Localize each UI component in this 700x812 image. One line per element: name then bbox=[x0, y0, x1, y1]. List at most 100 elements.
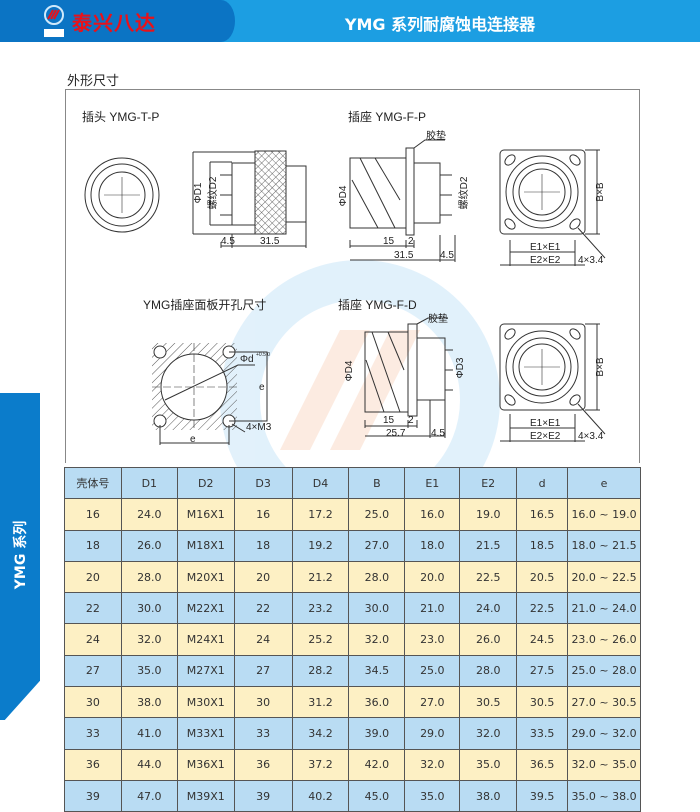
socket-fd-bxb: B×B bbox=[595, 357, 606, 377]
table-cell: 38.0 bbox=[459, 779, 518, 812]
table-cell: 27 bbox=[233, 654, 293, 688]
socket-fd-d3: ΦD3 bbox=[455, 357, 466, 378]
table-cell: 20 bbox=[233, 560, 293, 594]
table-cell: 41.0 bbox=[120, 717, 178, 750]
table-cell: 29.0 ~ 32.0 bbox=[567, 717, 641, 750]
table-cell: 33 bbox=[64, 717, 122, 750]
table-cell: 38.0 bbox=[120, 686, 178, 719]
socket-fp-bxb: B×B bbox=[595, 182, 606, 202]
panel-phi-d: Φd bbox=[240, 354, 254, 365]
table-cell: 23.2 bbox=[291, 592, 350, 625]
table-cell: 40.2 bbox=[291, 779, 350, 812]
plug-dim-a: 4.5 bbox=[221, 236, 235, 247]
table-cell: M39X1 bbox=[176, 779, 235, 812]
dimension-table: 壳体号 D1 D2 D3 D4 B E1 E2 d e 16 24.0 M16X1 16 17.2 25.0… bbox=[64, 466, 641, 812]
table-cell: 24.5 bbox=[516, 623, 569, 656]
table-cell: 34.5 bbox=[348, 654, 406, 688]
socket-fp-dim-45: 4.5 bbox=[440, 250, 454, 261]
socket-fd-dim-15: 15 bbox=[383, 415, 395, 426]
table-row: 24 32.0 M24X1 24 25.2 32.0 23.0 26.0 24.5 23.0 ~ … bbox=[64, 623, 641, 656]
table-row: 27 35.0 M27X1 27 28.2 34.5 25.0 28.0 27.5 25.0 ~ … bbox=[64, 654, 641, 688]
table-cell: 18.0 bbox=[404, 529, 461, 562]
table-cell: 22.5 bbox=[516, 592, 569, 625]
socket-fd-dim-2: 2 bbox=[408, 415, 414, 426]
table-row: 16 24.0 M16X1 16 17.2 25.0 16.0 19.0 16.5 16.0 ~ … bbox=[64, 498, 641, 531]
table-cell: 35.0 bbox=[404, 779, 461, 812]
column-header: 壳体号 bbox=[64, 466, 122, 500]
table-row: 30 38.0 M30X1 30 31.2 36.0 27.0 30.5 30.5 27.0 ~ … bbox=[64, 686, 641, 719]
table-cell: 32.0 bbox=[404, 748, 461, 781]
socket-fd-front-view bbox=[499, 323, 606, 442]
table-cell: 35.0 ~ 38.0 bbox=[567, 779, 641, 812]
table-cell: 32.0 bbox=[348, 623, 406, 656]
table-cell: 18.0 ~ 21.5 bbox=[567, 529, 641, 562]
column-header: B bbox=[348, 466, 406, 500]
table-cell: 30.0 bbox=[120, 592, 178, 625]
table-cell: 28.0 bbox=[120, 560, 178, 594]
table-row: 20 28.0 M20X1 20 21.2 28.0 20.0 22.5 20.5 20.0 ~ … bbox=[64, 560, 641, 594]
table-cell: M33X1 bbox=[176, 717, 235, 750]
table-row: 22 30.0 M22X1 22 23.2 30.0 21.0 24.0 22.5 21.0 ~ … bbox=[64, 592, 641, 625]
socket-fd-gasket: 胶垫 bbox=[428, 312, 448, 325]
socket-fp-holes: 4×3.4 bbox=[578, 255, 604, 266]
socket-fp-d2: 螺纹D2 bbox=[457, 176, 470, 209]
socket-fd-dim-45: 4.5 bbox=[431, 428, 445, 439]
table-cell: 20 bbox=[64, 560, 122, 594]
column-header: E2 bbox=[459, 466, 518, 500]
socket-fd-dim-len: 25.7 bbox=[386, 428, 406, 439]
table-cell: 32.0 ~ 35.0 bbox=[567, 748, 641, 781]
table-cell: 36 bbox=[233, 748, 293, 781]
socket-fd-e2: E2×E2 bbox=[530, 431, 561, 442]
socket-fp-side-view bbox=[349, 139, 456, 262]
table-cell: 36.5 bbox=[516, 748, 569, 781]
brand-name: 泰兴八达 bbox=[72, 11, 156, 35]
table-cell: 22 bbox=[64, 592, 122, 625]
header-brand-panel bbox=[0, 0, 235, 42]
table-cell: 33 bbox=[233, 717, 293, 750]
panel-cutout-view bbox=[152, 343, 268, 445]
socket-fd-holes: 4×3.4 bbox=[578, 431, 604, 442]
table-cell: 27.0 bbox=[348, 529, 406, 562]
table-cell: 24.0 bbox=[120, 498, 178, 531]
table-cell: 35.0 bbox=[459, 748, 518, 781]
table-cell: 16.0 bbox=[404, 498, 461, 531]
table-cell: 39.0 bbox=[348, 717, 406, 750]
table-cell: 27.5 bbox=[516, 654, 569, 688]
plug-side-view bbox=[192, 150, 307, 248]
side-tab bbox=[0, 393, 40, 720]
page-title: YMG 系列耐腐蚀电连接器 bbox=[344, 15, 536, 34]
table-cell: 29.0 bbox=[404, 717, 461, 750]
table-cell: 16 bbox=[64, 498, 122, 531]
header-bar: 泰兴八达 YMG 系列耐腐蚀电连接器 bbox=[0, 0, 700, 42]
socket-fp-d4: ΦD4 bbox=[338, 185, 349, 206]
table-cell: M30X1 bbox=[176, 686, 235, 719]
table-cell: 18.5 bbox=[516, 529, 569, 562]
table-cell: 18 bbox=[64, 529, 122, 562]
panel-e-vertical: e bbox=[259, 382, 265, 393]
company-logo-icon bbox=[44, 5, 64, 37]
column-header: D3 bbox=[233, 466, 293, 500]
table-cell: 16.5 bbox=[516, 498, 569, 531]
table-cell: M16X1 bbox=[176, 498, 235, 531]
table-header-row: 壳体号 D1 D2 D3 D4 B E1 E2 d e bbox=[64, 466, 641, 500]
table-cell: 19.0 bbox=[459, 498, 518, 531]
section-title: 外形尺寸 bbox=[67, 74, 120, 89]
table-cell: M36X1 bbox=[176, 748, 235, 781]
table-cell: 30.0 bbox=[348, 592, 406, 625]
table-cell: M22X1 bbox=[176, 592, 235, 625]
table-cell: 26.0 bbox=[459, 623, 518, 656]
socket-fp-dim-2: 2 bbox=[408, 236, 414, 247]
plug-d2-label: 螺纹D2 bbox=[206, 176, 219, 209]
table-cell: 45.0 bbox=[348, 779, 406, 812]
table-cell: 33.5 bbox=[516, 717, 569, 750]
table-cell: 23.0 ~ 26.0 bbox=[567, 623, 641, 656]
table-cell: 39.5 bbox=[516, 779, 569, 812]
socket-fp-dim-15: 15 bbox=[383, 236, 395, 247]
table-cell: M27X1 bbox=[176, 654, 235, 688]
table-cell: 20.0 bbox=[404, 560, 461, 594]
socket-fd-d4: ΦD4 bbox=[344, 360, 355, 381]
plug-dim-b: 31.5 bbox=[260, 236, 280, 247]
column-header: E1 bbox=[404, 466, 461, 500]
table-cell: 30.5 bbox=[516, 686, 569, 719]
